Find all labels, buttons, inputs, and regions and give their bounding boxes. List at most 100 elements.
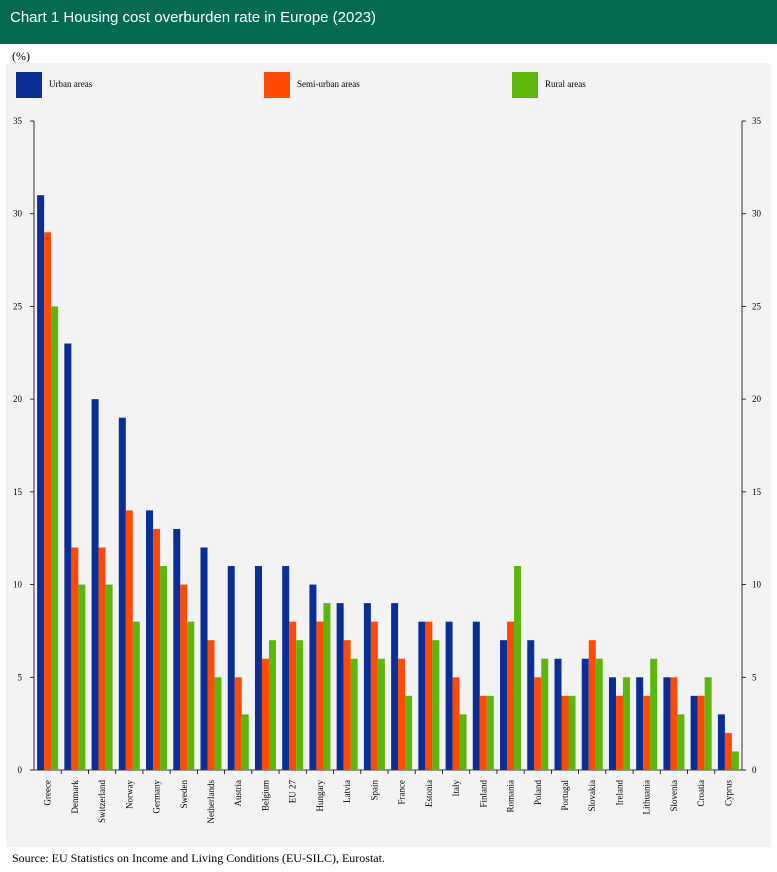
- y-tick-label-right: 15: [752, 487, 762, 497]
- bar-semi-urban: [343, 640, 351, 770]
- x-tick-label: Austria: [233, 780, 243, 807]
- bar-semi-urban: [261, 658, 269, 770]
- bar-rural: [187, 621, 195, 770]
- bar-rural: [132, 621, 140, 770]
- legend-swatch-urban: [16, 72, 42, 98]
- bar-urban: [64, 343, 72, 770]
- x-tick-label: France: [397, 780, 407, 805]
- y-tick-label-right: 0: [752, 765, 757, 775]
- bar-rural: [486, 695, 494, 770]
- legend-swatch-semi-urban: [264, 72, 290, 98]
- bar-rural: [241, 714, 249, 770]
- bar-urban: [91, 399, 99, 770]
- x-tick-label: Italy: [451, 780, 461, 797]
- y-tick-label-left: 30: [13, 209, 23, 219]
- x-tick-label: Spain: [369, 780, 379, 801]
- bar-rural: [405, 695, 413, 770]
- bar-semi-urban: [180, 584, 188, 770]
- bar-rural: [595, 658, 603, 770]
- legend-swatch-rural: [512, 72, 538, 98]
- bar-urban: [173, 528, 181, 770]
- bar-urban: [581, 658, 589, 770]
- y-tick-label-left: 15: [13, 487, 23, 497]
- bar-rural: [268, 640, 276, 770]
- bar-semi-urban: [615, 695, 623, 770]
- bar-urban: [690, 695, 698, 770]
- bar-urban: [309, 584, 317, 770]
- bar-urban: [363, 603, 371, 770]
- bar-semi-urban: [724, 732, 732, 770]
- bar-rural: [51, 306, 59, 770]
- bar-semi-urban: [643, 695, 651, 770]
- y-tick-label-left: 20: [13, 394, 23, 404]
- x-tick-label: Cyprus: [723, 780, 733, 807]
- bar-semi-urban: [670, 677, 678, 770]
- bar-rural: [704, 677, 712, 770]
- bar-rural: [350, 658, 358, 770]
- bar-semi-urban: [44, 232, 52, 770]
- bar-urban: [608, 677, 616, 770]
- bar-semi-urban: [207, 640, 215, 770]
- bar-rural: [541, 658, 549, 770]
- bar-semi-urban: [71, 547, 79, 770]
- legend-label-rural: Rural areas: [545, 79, 586, 89]
- bar-urban: [391, 603, 399, 770]
- y-tick-label-right: 25: [752, 301, 762, 311]
- bar-semi-urban: [561, 695, 569, 770]
- bar-semi-urban: [425, 621, 433, 770]
- bar-semi-urban: [452, 677, 460, 770]
- x-tick-label: Lithuania: [642, 780, 652, 815]
- y-tick-label-right: 35: [752, 116, 762, 126]
- y-tick-label-right: 20: [752, 394, 762, 404]
- bar-rural: [214, 677, 222, 770]
- bar-urban: [472, 621, 480, 770]
- x-tick-label: Hungary: [315, 780, 325, 812]
- bar-urban: [527, 640, 535, 770]
- legend-label-urban: Urban areas: [49, 79, 93, 89]
- y-tick-label-left: 35: [13, 116, 23, 126]
- bar-urban: [336, 603, 344, 770]
- bar-semi-urban: [507, 621, 515, 770]
- x-tick-label: Ireland: [614, 780, 624, 806]
- bar-semi-urban: [697, 695, 705, 770]
- bar-urban: [146, 510, 154, 770]
- bar-rural: [568, 695, 576, 770]
- bar-urban: [37, 195, 45, 770]
- bar-semi-urban: [479, 695, 487, 770]
- x-tick-label: EU 27: [288, 780, 298, 804]
- bar-rural: [78, 584, 86, 770]
- unit-label: (%): [12, 49, 30, 63]
- bar-rural: [514, 566, 522, 770]
- y-tick-label-right: 10: [752, 580, 762, 590]
- chart-header: Chart 1 Housing cost overburden rate in …: [0, 0, 777, 44]
- bar-urban: [663, 677, 671, 770]
- bar-rural: [731, 751, 739, 770]
- x-tick-label: Estonia: [424, 780, 434, 807]
- bar-semi-urban: [289, 621, 297, 770]
- x-tick-label: Greece: [43, 780, 53, 805]
- bar-urban: [227, 566, 235, 770]
- x-tick-label: Latvia: [342, 780, 352, 803]
- bar-semi-urban: [398, 658, 406, 770]
- bar-urban: [418, 621, 426, 770]
- y-tick-label-left: 10: [13, 580, 23, 590]
- legend-label-semi-urban: Semi-urban areas: [297, 79, 360, 89]
- x-tick-label: Belgium: [260, 780, 270, 811]
- bar-urban: [445, 621, 453, 770]
- source-note: Source: EU Statistics on Income and Livi…: [12, 851, 385, 865]
- bar-rural: [377, 658, 385, 770]
- x-tick-label: Slovakia: [587, 780, 597, 812]
- x-tick-label: Germany: [152, 780, 162, 814]
- x-tick-label: Croatia: [696, 780, 706, 807]
- bar-urban: [118, 417, 126, 770]
- bar-urban: [200, 547, 208, 770]
- x-tick-label: Norway: [124, 780, 134, 809]
- chart-title: Chart 1 Housing cost overburden rate in …: [10, 9, 377, 26]
- bar-rural: [677, 714, 685, 770]
- bar-semi-urban: [98, 547, 106, 770]
- bar-rural: [160, 566, 168, 770]
- bar-urban: [717, 714, 725, 770]
- x-tick-label: Sweden: [179, 780, 189, 809]
- x-tick-label: Poland: [533, 780, 543, 806]
- bar-urban: [500, 640, 508, 770]
